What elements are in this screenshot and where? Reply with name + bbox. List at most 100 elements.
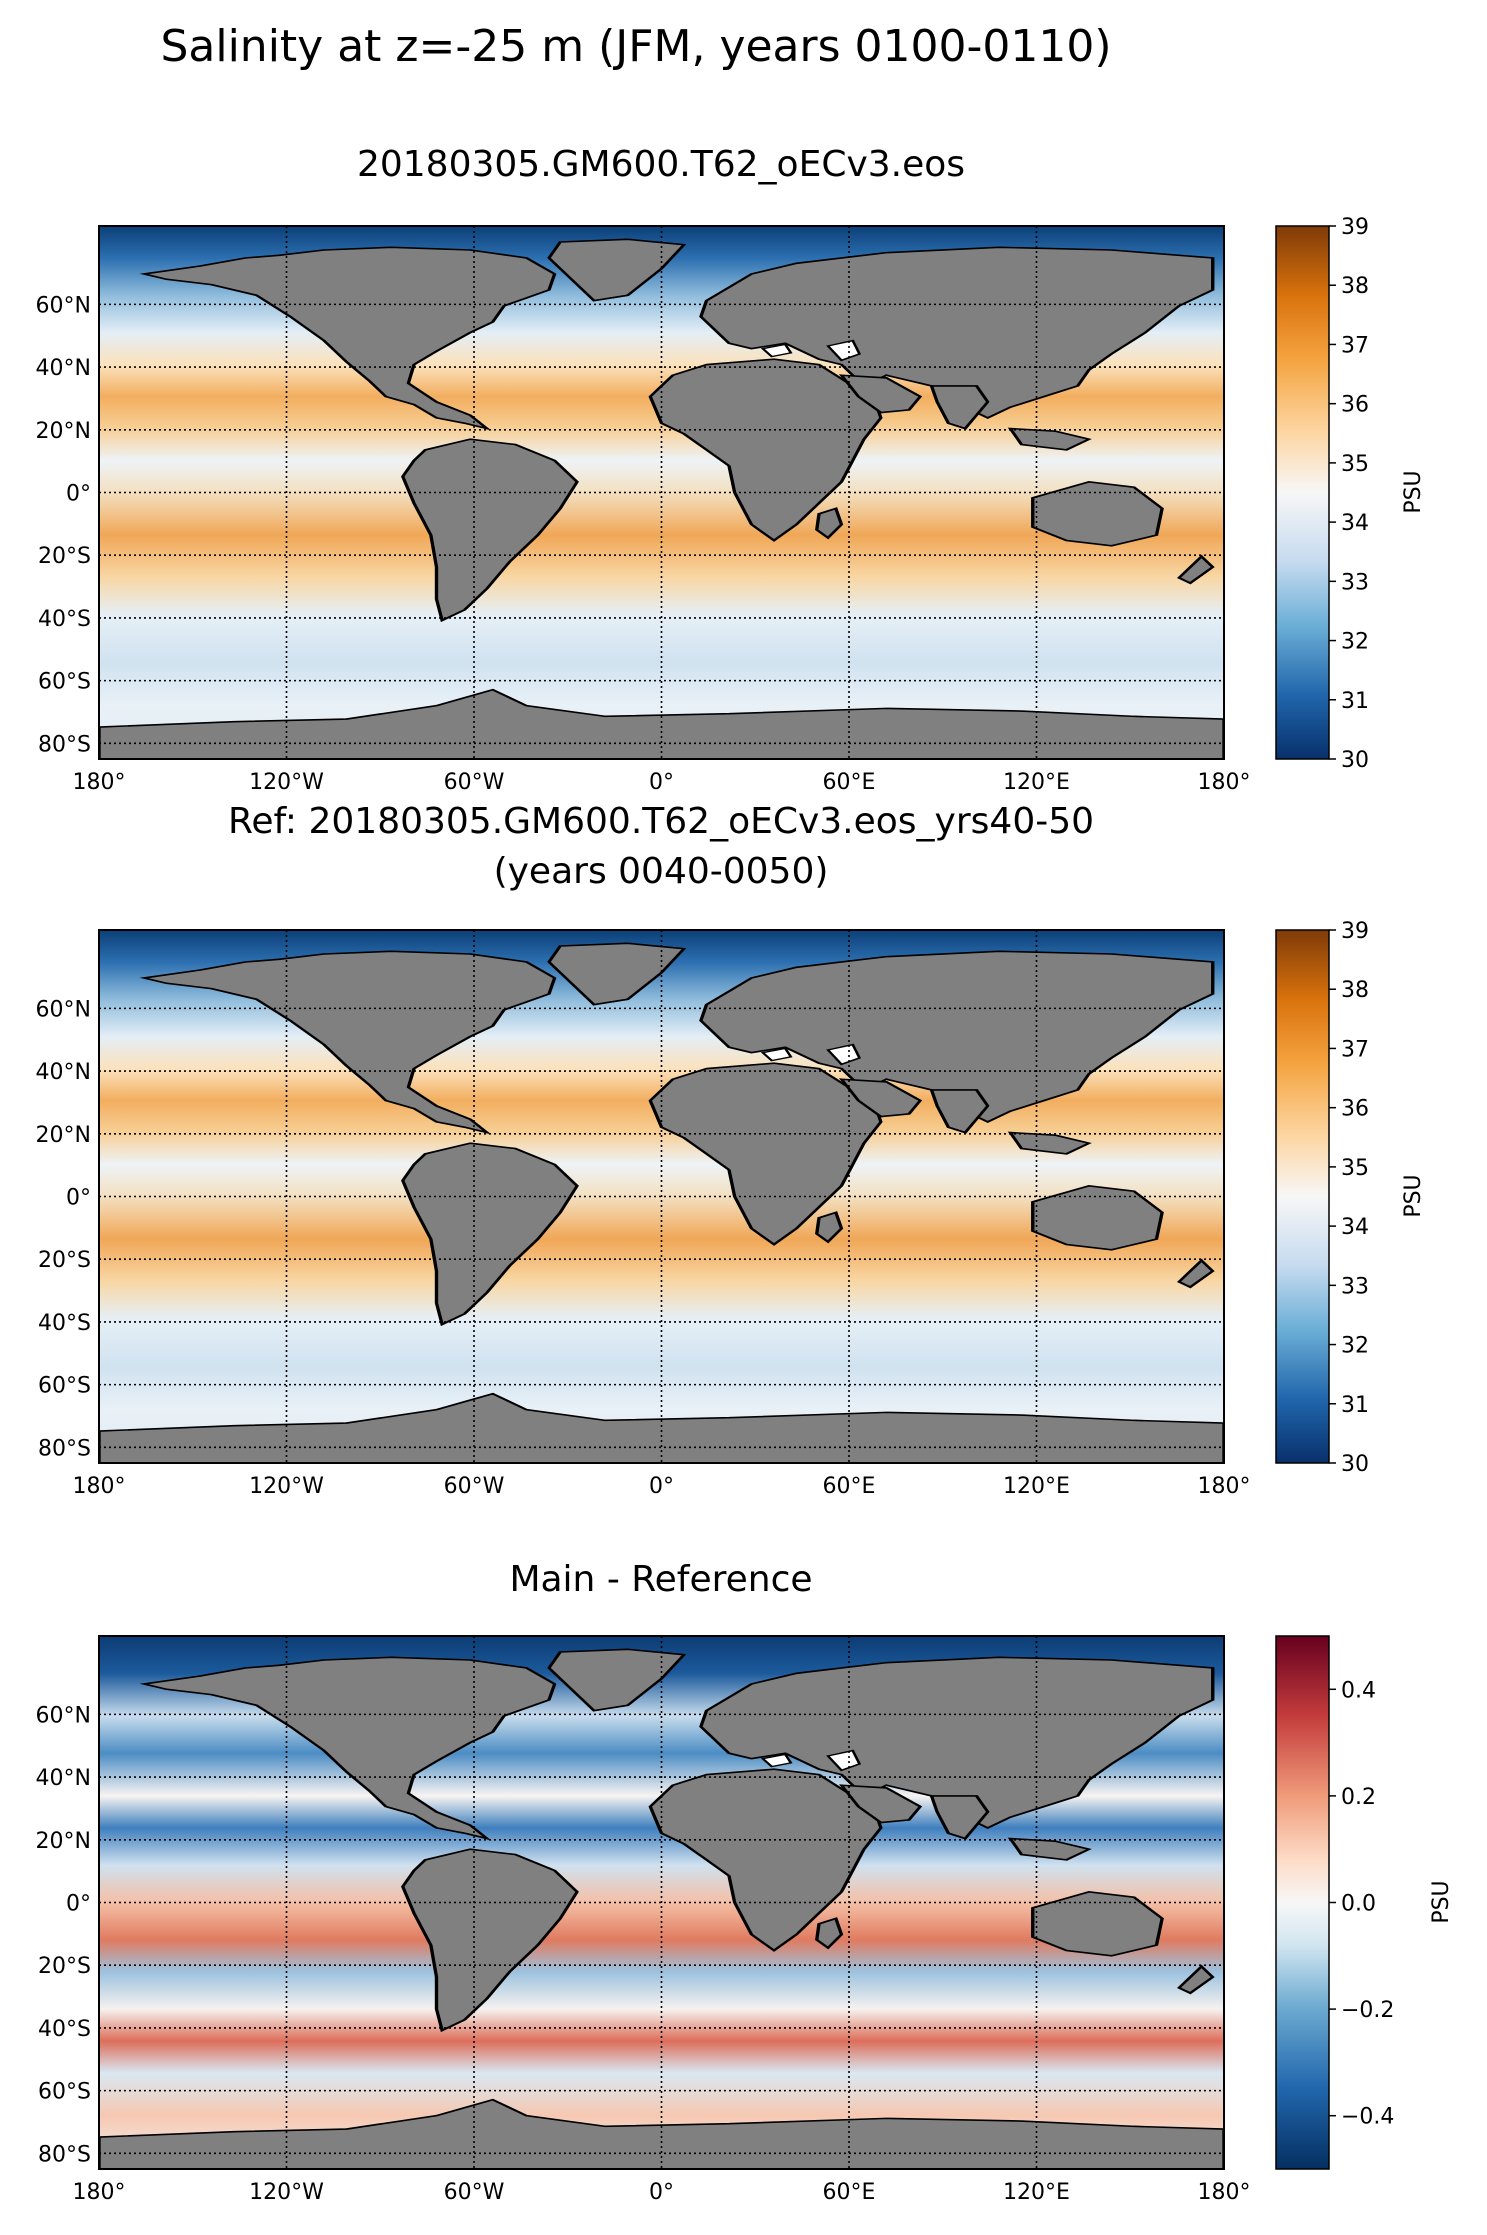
lat-tick-label: 40°N bbox=[36, 1766, 91, 1791]
lon-tick-label: 180° bbox=[73, 770, 126, 795]
lat-tick-label: 80°S bbox=[38, 1436, 91, 1461]
panel-2-subtitle: (years 0040-0050) bbox=[494, 851, 829, 892]
colorbar-tick-label: 32 bbox=[1341, 630, 1369, 655]
colorbar-3-label: PSU bbox=[1429, 1880, 1454, 1923]
map-3-frame bbox=[98, 1635, 1225, 2170]
lat-tick-label: 40°N bbox=[36, 1060, 91, 1085]
colorbar-tick-label: 30 bbox=[1341, 1452, 1369, 1477]
map-3-gridlines bbox=[99, 1636, 1224, 2169]
lat-tick-label: 60°N bbox=[36, 997, 91, 1022]
lon-tick-label: 120°E bbox=[1003, 770, 1070, 795]
lon-tick-label: 180° bbox=[73, 1474, 126, 1499]
colorbar-tick-label: 31 bbox=[1341, 689, 1369, 714]
map-panel-3: 60°N 40°N 20°N 0° 20°S 40°S 60°S 80°S 180° 120°W… bbox=[36, 1635, 1251, 2205]
colorbar-2-label: PSU bbox=[1401, 1174, 1426, 1217]
lon-tick-label: 120°W bbox=[249, 2180, 324, 2205]
panel-1-title: 20180305.GM600.T62_oECv3.eos bbox=[357, 144, 965, 185]
map-2-lat-labels: 60°N 40°N 20°N 0° 20°S 40°S 60°S 80°S bbox=[36, 997, 91, 1461]
lat-tick-label: 40°S bbox=[38, 607, 91, 632]
lat-tick-label: 20°S bbox=[38, 1248, 91, 1273]
colorbar-tick-label: 0.0 bbox=[1341, 1892, 1376, 1917]
lat-tick-label: 60°N bbox=[36, 293, 91, 318]
lon-tick-label: 120°W bbox=[249, 770, 324, 795]
lat-tick-label: 20°S bbox=[38, 544, 91, 569]
lat-tick-label: 0° bbox=[66, 1892, 91, 1917]
colorbar-tick-label: −0.4 bbox=[1341, 2105, 1394, 2130]
colorbar-2-ticks: 30 31 32 33 34 35 36 37 38 39 bbox=[1329, 919, 1369, 1477]
lat-tick-label: 20°S bbox=[38, 1954, 91, 1979]
lon-tick-label: 0° bbox=[649, 2180, 674, 2205]
colorbar-3: −0.4 −0.2 0.0 0.2 0.4 PSU bbox=[1275, 1635, 1454, 2170]
lat-tick-label: 60°S bbox=[38, 2080, 91, 2105]
lat-tick-label: 20°N bbox=[36, 419, 91, 444]
colorbar-tick-label: 33 bbox=[1341, 570, 1369, 595]
colorbar-2-bar bbox=[1275, 929, 1330, 1464]
panel-3-title: Main - Reference bbox=[509, 1559, 812, 1600]
lon-tick-label: 120°E bbox=[1003, 1474, 1070, 1499]
colorbar-tick-label: 30 bbox=[1341, 748, 1369, 773]
colorbar-1-label: PSU bbox=[1401, 470, 1426, 513]
colorbar-1-ticks: 30 31 32 33 34 35 36 37 38 39 bbox=[1329, 215, 1369, 773]
lat-tick-label: 60°N bbox=[36, 1703, 91, 1728]
colorbar-tick-label: 37 bbox=[1341, 1037, 1369, 1062]
map-1-lat-labels: 60°N 40°N 20°N 0° 20°S 40°S 60°S 80°S bbox=[36, 293, 91, 757]
colorbar-tick-label: 38 bbox=[1341, 978, 1369, 1003]
colorbar-tick-label: 0.4 bbox=[1341, 1678, 1376, 1703]
lon-tick-label: 180° bbox=[1198, 2180, 1251, 2205]
figure-title: Salinity at z=-25 m (JFM, years 0100-011… bbox=[160, 21, 1111, 72]
map-3-lon-labels: 180° 120°W 60°W 0° 60°E 120°E 180° bbox=[73, 2180, 1251, 2205]
colorbar-tick-label: 35 bbox=[1341, 1156, 1369, 1181]
lat-tick-label: 20°N bbox=[36, 1123, 91, 1148]
colorbar-1-bar bbox=[1275, 225, 1330, 760]
colorbar-1: 30 31 32 33 34 35 36 37 38 39 PSU bbox=[1275, 215, 1426, 773]
colorbar-tick-label: 38 bbox=[1341, 274, 1369, 299]
colorbar-tick-label: 34 bbox=[1341, 511, 1369, 536]
lat-tick-label: 60°S bbox=[38, 670, 91, 695]
colorbar-tick-label: 36 bbox=[1341, 393, 1369, 418]
colorbar-tick-label: 39 bbox=[1341, 919, 1369, 944]
lon-tick-label: 120°E bbox=[1003, 2180, 1070, 2205]
lon-tick-label: 120°W bbox=[249, 1474, 324, 1499]
lat-tick-label: 40°S bbox=[38, 1311, 91, 1336]
lon-tick-label: 60°W bbox=[444, 2180, 505, 2205]
map-2-lon-labels: 180° 120°W 60°W 0° 60°E 120°E 180° bbox=[73, 1474, 1251, 1499]
lat-tick-label: 40°N bbox=[36, 356, 91, 381]
lon-tick-label: 60°W bbox=[444, 770, 505, 795]
map-panel-2: 60°N 40°N 20°N 0° 20°S 40°S 60°S 80°S 180° 120°W… bbox=[36, 929, 1251, 1499]
lat-tick-label: 80°S bbox=[38, 732, 91, 757]
lon-tick-label: 60°E bbox=[823, 2180, 876, 2205]
colorbar-tick-label: 37 bbox=[1341, 333, 1369, 358]
colorbar-3-ticks: −0.4 −0.2 0.0 0.2 0.4 bbox=[1329, 1678, 1394, 2130]
colorbar-3-bar bbox=[1275, 1635, 1330, 2170]
map-1-lon-labels: 180° 120°W 60°W 0° 60°E 120°E 180° bbox=[73, 770, 1251, 795]
colorbar-tick-label: 39 bbox=[1341, 215, 1369, 240]
map-2-gridlines bbox=[99, 930, 1224, 1463]
colorbar-2: 30 31 32 33 34 35 36 37 38 39 PSU bbox=[1275, 919, 1426, 1477]
lon-tick-label: 0° bbox=[649, 1474, 674, 1499]
lat-tick-label: 60°S bbox=[38, 1374, 91, 1399]
lon-tick-label: 60°E bbox=[823, 770, 876, 795]
colorbar-tick-label: 33 bbox=[1341, 1274, 1369, 1299]
lon-tick-label: 180° bbox=[1198, 770, 1251, 795]
lon-tick-label: 0° bbox=[649, 770, 674, 795]
map-3-lat-labels: 60°N 40°N 20°N 0° 20°S 40°S 60°S 80°S bbox=[36, 1703, 91, 2167]
panel-2-title: Ref: 20180305.GM600.T62_oECv3.eos_yrs40-… bbox=[228, 801, 1094, 842]
lat-tick-label: 0° bbox=[66, 482, 91, 507]
lat-tick-label: 80°S bbox=[38, 2142, 91, 2167]
lon-tick-label: 60°E bbox=[823, 1474, 876, 1499]
lat-tick-label: 20°N bbox=[36, 1829, 91, 1854]
map-2-frame bbox=[98, 929, 1225, 1464]
colorbar-tick-label: 32 bbox=[1341, 1334, 1369, 1359]
colorbar-tick-label: −0.2 bbox=[1341, 1998, 1394, 2023]
colorbar-tick-label: 36 bbox=[1341, 1097, 1369, 1122]
map-1-frame bbox=[98, 225, 1225, 760]
colorbar-tick-label: 34 bbox=[1341, 1215, 1369, 1240]
map-panel-1: 60°N 40°N 20°N 0° 20°S 40°S 60°S 80°S 180° 120°W… bbox=[36, 225, 1251, 795]
colorbar-tick-label: 31 bbox=[1341, 1393, 1369, 1418]
lon-tick-label: 180° bbox=[1198, 1474, 1251, 1499]
lon-tick-label: 60°W bbox=[444, 1474, 505, 1499]
colorbar-tick-label: 0.2 bbox=[1341, 1785, 1376, 1810]
lat-tick-label: 40°S bbox=[38, 2017, 91, 2042]
lat-tick-label: 0° bbox=[66, 1186, 91, 1211]
